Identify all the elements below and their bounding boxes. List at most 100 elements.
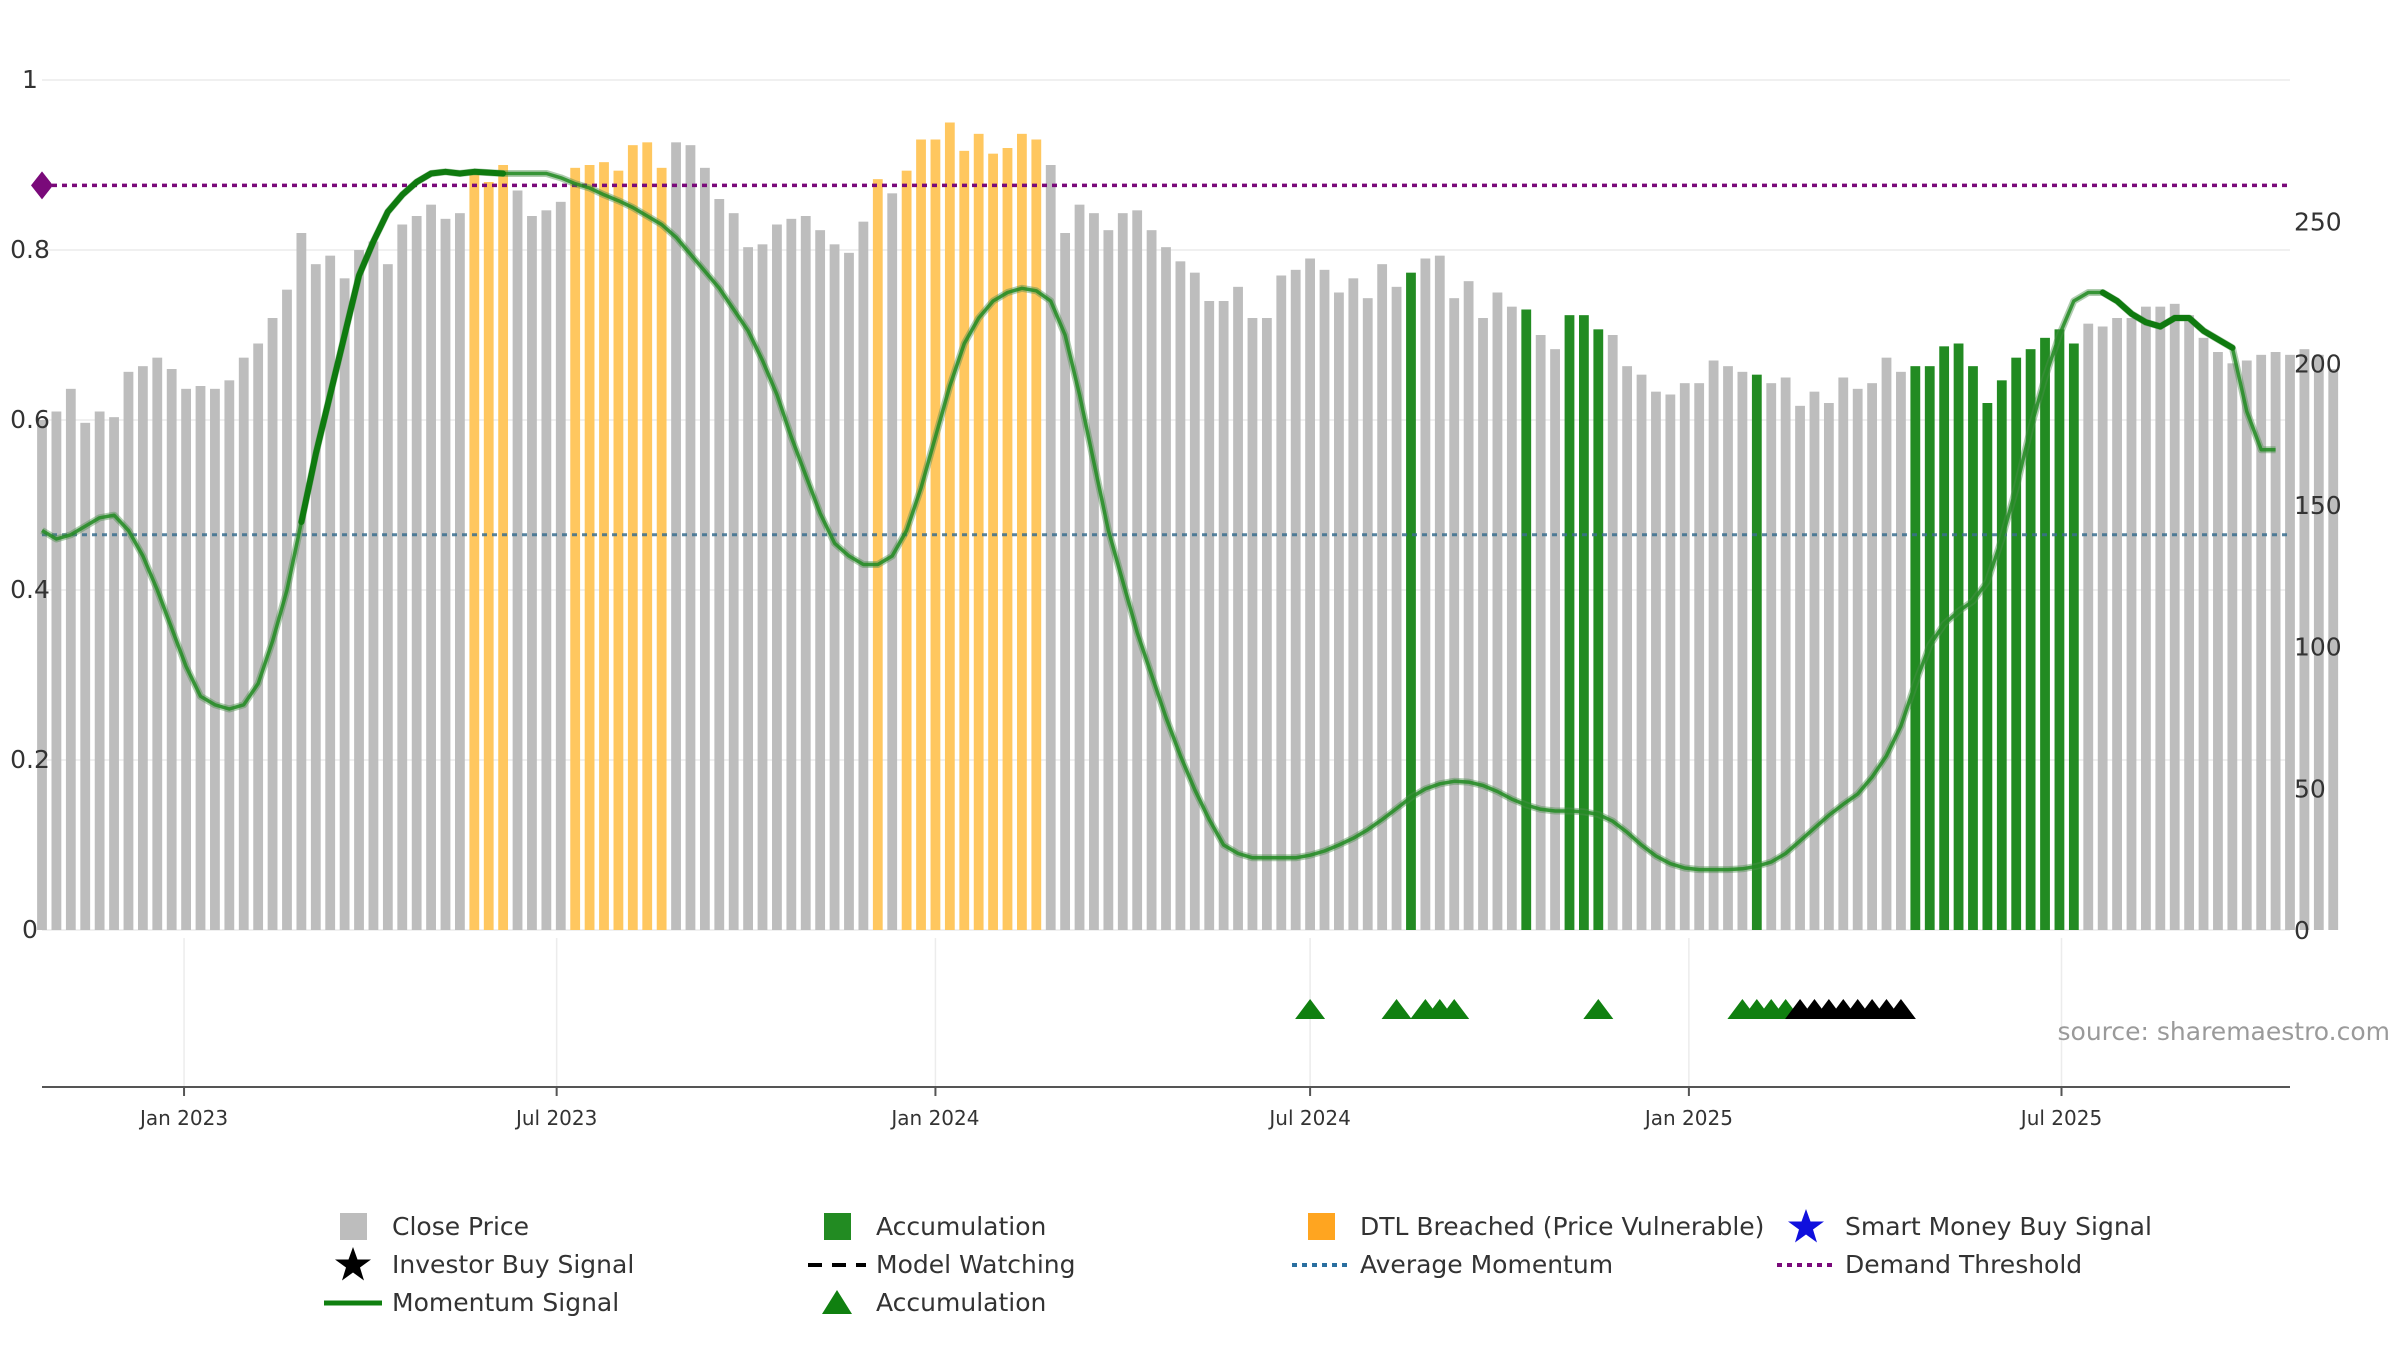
price-bar [2285,354,2295,930]
price-bar [1795,405,1805,930]
price-bar [2198,337,2209,930]
price-bar [872,179,883,930]
price-bar [1636,374,1647,931]
left-axis-tick-label: 1 [22,65,38,94]
momentum-line [40,168,2276,874]
price-bar [1492,292,1503,930]
price-bar [1117,213,1128,930]
left-axis-tick-label: 0 [22,915,38,944]
price-bar [2169,303,2180,930]
price-bar [1939,346,1950,930]
momentum-strong-segment [298,168,507,525]
price-bar [325,255,336,930]
price-bar [743,247,754,930]
price-bar [699,167,710,931]
price-bar [94,411,105,930]
price-bar [1449,298,1460,931]
price-bar [1708,360,1719,930]
price-bar [2054,329,2065,930]
price-bar [1651,391,1661,931]
price-bar [685,145,696,930]
price-bar [454,213,465,930]
price-bar [80,422,91,930]
price-bar [1290,269,1301,930]
left-axis-tick-label: 0.6 [10,405,50,434]
price-bar [599,162,609,930]
price-bar [901,170,912,930]
price-bar [1132,210,1143,931]
price-bar [1593,329,1604,930]
price-bar [1233,286,1243,930]
x-axis-tick-label: Jul 2023 [514,1106,597,1130]
axes: 0 0.2 0.4 0.6 0.8 1 0 50 100 150 200 250 Jan 2023 Jul… [10,65,2342,1130]
price-bar [555,201,566,931]
price-bar [1506,306,1517,931]
momentum-strong-segment [2099,289,2236,351]
price-bar [728,213,739,930]
price-bar [37,420,47,930]
price-bar [368,241,379,930]
price-bar [195,386,206,930]
price-bar [1002,148,1013,930]
price-bar [1261,318,1272,930]
price-bar [1622,366,1633,931]
investor-buy-marker [1885,999,1916,1019]
price-bar [1045,165,1056,930]
price-bar [1434,255,1445,930]
price-bar [1679,383,1690,931]
x-axis-tick-label: Jan 2024 [889,1106,979,1130]
price-bar [944,122,955,930]
price-bar [1910,366,1921,931]
price-bar [2328,369,2339,930]
accumulation-marker [1583,999,1614,1019]
price-bar [1996,380,2007,930]
price-bar [137,366,148,931]
price-bar [2083,323,2094,931]
price-bar [1348,278,1359,930]
price-bar [1103,230,1114,930]
price-bar [800,216,811,930]
price-bar [1665,394,1676,930]
price-bar [2011,357,2022,931]
price-bar [2126,318,2137,930]
source-note: source: sharemaestro.com [2058,1017,2391,1046]
price-bar [858,221,869,930]
right-axis-tick-label: 150 [2294,491,2342,520]
price-bar [1377,264,1388,931]
price-bar [397,224,408,930]
price-bar [282,289,292,931]
price-bar [959,150,970,931]
price-bars [37,122,2339,931]
price-bar [1175,261,1186,930]
price-bar [2213,352,2223,930]
price-bar [1809,391,1820,931]
price-bar [1852,388,1863,930]
right-axis-tick-label: 0 [2294,916,2310,945]
price-bar [440,218,451,931]
demand-marker [31,171,53,200]
price-bar [1751,374,1762,931]
price-bar [1463,281,1474,931]
price-bar [1089,213,1099,930]
price-bar [1723,366,1733,931]
price-bar [1247,318,1258,930]
x-axis-tick-label: Jul 2024 [1267,1106,1350,1130]
price-bar [2227,363,2238,930]
price-bar [1550,349,1560,931]
price-bar [1968,366,1978,931]
accumulation-marker [1381,999,1412,1019]
price-bar [1564,315,1575,931]
price-bar [1578,315,1589,931]
price-bar [1953,343,1964,930]
price-bar [109,417,119,931]
price-bar [296,233,307,930]
right-axis-tick-label: 250 [2294,208,2342,237]
price-bar [2155,306,2166,931]
price-bar [267,318,278,930]
price-bar [224,380,235,930]
price-bar [1060,233,1071,930]
price-bar [1823,403,1834,930]
price-bar [1161,247,1171,930]
accumulation-marker [1295,999,1326,1019]
